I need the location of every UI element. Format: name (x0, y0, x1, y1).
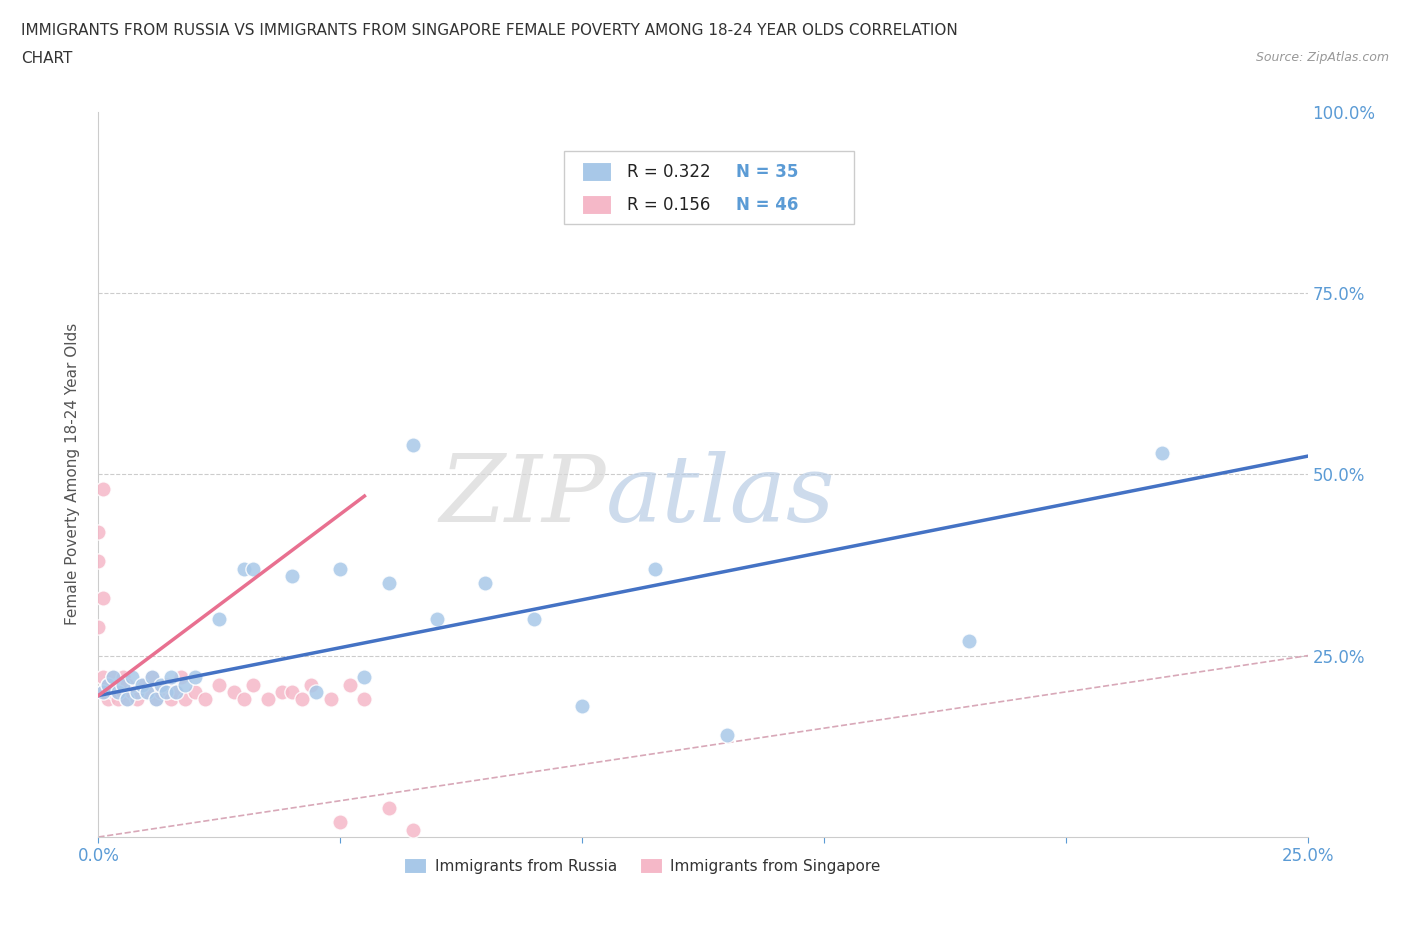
Point (121, 670, 143, 684)
Point (135, 684, 157, 699)
Point (256, 692, 278, 707)
Point (329, 815, 352, 830)
Point (101, 670, 124, 684)
Point (150, 684, 173, 699)
Point (131, 677, 153, 692)
Point (523, 612, 546, 627)
Point (97, 677, 120, 692)
Point (208, 612, 231, 627)
Point (111, 670, 134, 684)
Point (319, 692, 342, 707)
Point (426, 612, 449, 627)
Point (353, 670, 375, 684)
Point (91, 684, 114, 699)
Point (97, 677, 120, 692)
Point (91, 591, 114, 605)
Point (174, 692, 197, 707)
Point (101, 670, 124, 684)
Point (242, 561, 264, 576)
Point (184, 684, 207, 699)
Point (174, 677, 197, 692)
Point (305, 684, 328, 699)
Legend: Immigrants from Russia, Immigrants from Singapore: Immigrants from Russia, Immigrants from … (398, 852, 887, 880)
Text: N = 46: N = 46 (735, 196, 799, 214)
Point (242, 677, 264, 692)
Point (141, 670, 163, 684)
Text: Source: ZipAtlas.com: Source: ZipAtlas.com (1256, 51, 1389, 64)
Point (299, 677, 322, 692)
Point (117, 692, 139, 707)
Point (402, 822, 425, 837)
Point (127, 684, 149, 699)
Point (184, 670, 207, 684)
FancyBboxPatch shape (582, 195, 613, 216)
Text: IMMIGRANTS FROM RUSSIA VS IMMIGRANTS FROM SINGAPORE FEMALE POVERTY AMONG 18-24 Y: IMMIGRANTS FROM RUSSIA VS IMMIGRANTS FRO… (21, 23, 957, 38)
Point (160, 692, 183, 707)
Point (353, 692, 375, 707)
Point (101, 684, 124, 699)
Point (107, 677, 129, 692)
Text: atlas: atlas (606, 451, 835, 541)
Point (117, 677, 139, 692)
Point (135, 684, 157, 699)
Point (232, 692, 254, 707)
Point (716, 728, 738, 743)
Point (91, 482, 114, 497)
Point (339, 677, 361, 692)
Point (127, 692, 149, 707)
Point (271, 684, 294, 699)
Point (474, 576, 496, 591)
Point (290, 692, 312, 707)
Point (121, 684, 143, 699)
Point (150, 677, 173, 692)
Point (281, 684, 304, 699)
Point (131, 677, 153, 692)
Point (957, 633, 980, 648)
Point (402, 438, 425, 453)
Text: R = 0.322: R = 0.322 (627, 163, 710, 181)
Point (155, 677, 177, 692)
Point (377, 801, 399, 816)
FancyBboxPatch shape (582, 162, 613, 182)
Point (91, 670, 114, 684)
Point (281, 568, 304, 583)
Point (377, 576, 399, 591)
Point (117, 692, 139, 707)
Point (107, 684, 129, 699)
Point (644, 561, 666, 576)
Point (145, 692, 167, 707)
Text: N = 35: N = 35 (735, 163, 799, 181)
Point (1152, 445, 1174, 460)
Point (165, 684, 187, 699)
Point (87, 619, 110, 634)
Point (194, 692, 217, 707)
Text: R = 0.156: R = 0.156 (627, 196, 710, 214)
Point (87, 554, 110, 569)
Point (87, 525, 110, 539)
Point (165, 684, 187, 699)
Text: CHART: CHART (21, 51, 73, 66)
Text: ZIP: ZIP (440, 451, 606, 541)
Point (141, 670, 163, 684)
Point (91, 684, 114, 699)
Point (107, 692, 129, 707)
FancyBboxPatch shape (564, 152, 855, 224)
Point (329, 561, 352, 576)
Point (155, 684, 177, 699)
Point (111, 677, 134, 692)
Point (145, 692, 167, 707)
Y-axis label: Female Poverty Among 18-24 Year Olds: Female Poverty Among 18-24 Year Olds (65, 324, 80, 626)
Point (169, 670, 191, 684)
Point (222, 684, 245, 699)
Point (160, 670, 183, 684)
Point (232, 561, 254, 576)
Point (208, 677, 231, 692)
Point (571, 699, 593, 714)
Point (111, 684, 134, 699)
Point (97, 692, 120, 707)
